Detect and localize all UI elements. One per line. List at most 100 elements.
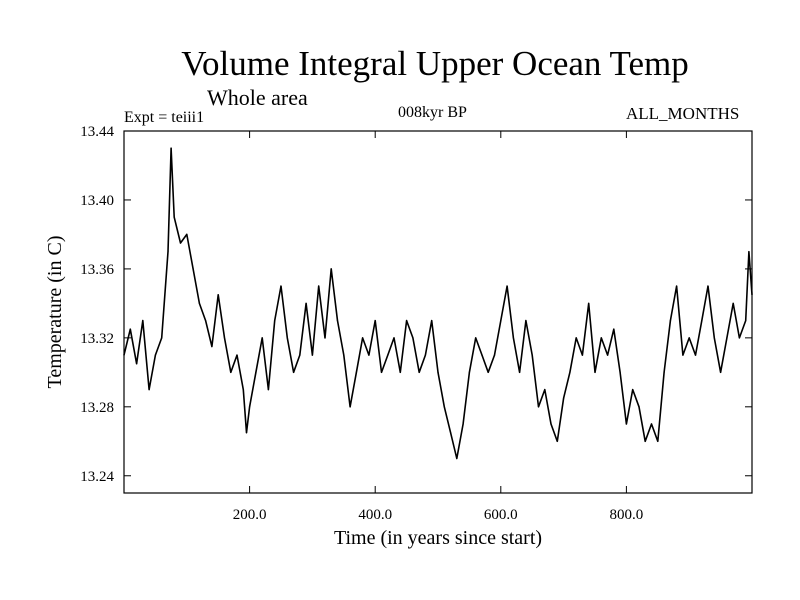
data-point — [581, 354, 584, 356]
data-point — [349, 406, 351, 408]
data-point — [745, 320, 747, 322]
data-point — [713, 337, 715, 339]
plot-frame — [123, 130, 753, 494]
data-point — [211, 345, 213, 348]
data-point — [249, 406, 251, 408]
data-point — [261, 337, 263, 339]
data-point — [142, 320, 144, 322]
data-point — [506, 285, 508, 287]
x-axis-label: Time (in years since start) — [334, 527, 542, 549]
data-point — [500, 320, 502, 322]
data-point — [657, 440, 659, 442]
x-tick-label: 400.0 — [358, 507, 392, 523]
data-point — [519, 371, 521, 373]
data-point — [613, 328, 615, 330]
data-point — [707, 285, 709, 287]
data-point — [186, 233, 188, 235]
data-point — [588, 302, 590, 304]
data-point — [638, 406, 640, 408]
data-point — [437, 371, 439, 373]
data-point — [374, 320, 376, 322]
data-point — [431, 320, 433, 322]
data-point — [293, 371, 295, 373]
data-point — [550, 423, 552, 425]
data-point — [355, 371, 357, 373]
data-point — [223, 337, 226, 339]
data-point — [245, 432, 248, 434]
data-point — [512, 337, 515, 339]
x-tick-label: 800.0 — [610, 507, 644, 523]
data-point — [443, 406, 445, 408]
data-point — [537, 406, 540, 408]
data-point — [738, 337, 741, 339]
data-point — [450, 432, 452, 434]
data-point — [475, 337, 477, 339]
period-label: 008kyr BP — [398, 104, 467, 121]
data-point — [751, 294, 753, 296]
data-point — [179, 242, 182, 244]
data-point — [305, 302, 307, 304]
data-point — [720, 371, 722, 373]
months-label: ALL_MONTHS — [626, 104, 740, 123]
y-tick-label: 13.40 — [80, 193, 114, 209]
data-point — [424, 354, 426, 356]
chart-title: Volume Integral Upper Ocean Temp — [181, 44, 689, 83]
data-point — [701, 320, 703, 322]
x-tick-label: 600.0 — [484, 507, 518, 523]
data-point — [136, 363, 138, 365]
data-point — [236, 354, 238, 356]
data-point — [406, 320, 408, 322]
data-point — [330, 268, 332, 270]
data-point — [563, 397, 565, 399]
data-point — [336, 320, 339, 322]
data-point — [242, 389, 244, 391]
data-point — [663, 371, 665, 373]
data-point — [688, 337, 690, 339]
y-axis: 13.24 13.28 13.32 13.36 13.40 13.44 — [80, 124, 752, 485]
data-point — [123, 354, 125, 356]
data-point — [299, 354, 301, 356]
data-point — [594, 371, 596, 373]
data-point — [468, 371, 470, 373]
data-point — [393, 337, 395, 339]
data-point — [205, 320, 207, 322]
data-point — [192, 268, 194, 270]
data-point — [324, 337, 326, 339]
data-point — [544, 389, 546, 391]
data-point — [607, 354, 609, 356]
data-point — [311, 354, 313, 356]
data-point — [362, 337, 364, 339]
chart-subtitle: Whole area — [207, 85, 308, 110]
data-point — [748, 251, 750, 253]
data-point — [644, 440, 646, 442]
data-point — [682, 354, 684, 356]
data-point — [343, 354, 345, 356]
data-point — [267, 389, 269, 391]
data-point — [255, 371, 257, 373]
data-point — [399, 371, 401, 373]
data-point — [650, 423, 653, 425]
data-point — [694, 354, 697, 356]
data-point — [230, 371, 232, 373]
data-point — [161, 337, 163, 339]
data-point — [625, 423, 628, 425]
data-point — [493, 354, 496, 356]
data-point — [600, 337, 602, 339]
experiment-label: Expt = teiii1 — [124, 109, 205, 126]
data-point — [575, 337, 577, 339]
data-point — [487, 371, 489, 373]
data-point — [556, 440, 558, 442]
y-tick-label: 13.24 — [80, 469, 114, 485]
data-point — [318, 285, 320, 287]
data-point — [167, 251, 169, 253]
data-point — [129, 328, 131, 330]
data-point — [274, 320, 276, 322]
series-layer — [123, 147, 753, 460]
data-point — [412, 337, 414, 339]
y-tick-label: 13.28 — [80, 400, 114, 416]
data-point — [619, 371, 621, 373]
data-point — [726, 337, 728, 339]
data-point — [154, 354, 156, 356]
data-point — [676, 285, 678, 287]
x-tick-label: 200.0 — [233, 507, 267, 523]
